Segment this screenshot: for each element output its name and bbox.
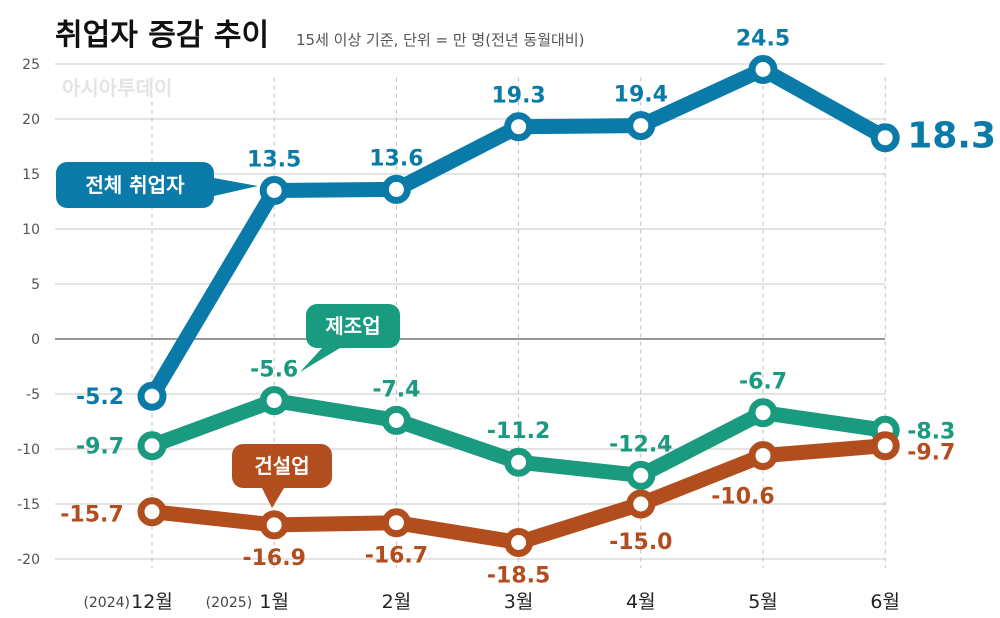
y-tick-label: 5: [31, 277, 40, 293]
data-point-total: [259, 176, 289, 205]
x-tick-year-prefix: (2024): [83, 595, 130, 611]
y-tick-label: -5: [26, 387, 40, 403]
y-tick-label: 25: [22, 57, 40, 73]
data-point-total: [626, 111, 656, 141]
data-point-total: [504, 112, 534, 142]
data-label-construction: -9.7: [907, 441, 955, 466]
data-point-manufacturing: [137, 431, 167, 461]
data-label-manufacturing: -6.7: [739, 370, 787, 395]
data-point-manufacturing: [504, 447, 534, 477]
data-label-total: 24.5: [736, 27, 790, 52]
data-point-total: [381, 174, 411, 204]
data-point-manufacturing: [259, 386, 289, 416]
data-point-manufacturing: [626, 460, 656, 490]
data-label-manufacturing: -5.6: [250, 358, 298, 383]
x-tick-label: 1월: [259, 591, 289, 613]
data-point-total: [748, 55, 778, 84]
data-label-total: -5.2: [76, 385, 124, 410]
callout-box-manufacturing: [306, 304, 400, 348]
data-label-manufacturing: -9.7: [76, 435, 124, 460]
data-label-total: 13.5: [247, 148, 301, 173]
y-tick-label: -10: [17, 442, 40, 458]
callout-box-total: [56, 162, 214, 208]
watermark-text: 아시아투데이: [62, 76, 172, 100]
data-point-total: [870, 123, 900, 153]
callout-pointer-manufacturing: [300, 348, 340, 372]
series-name-total: 전체 취업자: [86, 173, 186, 197]
y-tick-label: 10: [22, 222, 40, 238]
data-point-construction: [870, 431, 900, 461]
callout-pointer-construction: [262, 488, 284, 508]
series-layer: [137, 55, 900, 557]
callout-box-construction: [232, 444, 332, 488]
data-label-total: 13.6: [369, 146, 423, 171]
y-tick-label: 15: [22, 167, 40, 183]
data-label-construction: -16.7: [365, 544, 428, 569]
callout-pointer-total: [214, 178, 258, 196]
axis-layer: 25 20 15 10 5 0 -5 -10 -15 -20 12월(2024) 1월 (2025) 2월…: [17, 57, 900, 613]
y-tick-label: 0: [31, 332, 40, 348]
data-point-construction: [259, 510, 289, 540]
chart-subtitle: 15세 이상 기준, 단위 = 만 명(전년 동월대비): [296, 31, 585, 49]
data-label-construction: -10.6: [711, 485, 774, 510]
series-name-construction: 건설업: [254, 454, 309, 478]
y-tick-label: 20: [22, 112, 40, 128]
x-tick-label: 2월: [382, 591, 412, 613]
data-point-total: [137, 381, 167, 411]
data-point-manufacturing: [748, 398, 778, 428]
data-label-construction: -15.0: [609, 530, 672, 555]
x-tick-label: 6월: [870, 591, 900, 613]
data-label-manufacturing: -7.4: [372, 377, 420, 402]
x-tick-year-prefix: (2025): [206, 595, 253, 611]
series-name-manufacturing: 제조업: [325, 314, 380, 338]
data-label-construction: -15.7: [60, 503, 123, 528]
data-label-manufacturing: -11.2: [487, 419, 550, 444]
data-point-construction: [748, 441, 778, 471]
data-label-total: 19.4: [614, 83, 668, 108]
data-label-total: 18.3: [907, 116, 996, 157]
x-tick-label: 12월: [131, 591, 173, 613]
data-label-construction: -18.5: [487, 564, 550, 589]
y-tick-label: -15: [17, 497, 40, 513]
y-tick-label: -20: [17, 552, 40, 568]
data-point-manufacturing: [381, 405, 411, 435]
data-label-manufacturing: -8.3: [907, 419, 955, 444]
x-tick-label: 3월: [504, 591, 534, 613]
data-label-layer: -5.2 13.5 13.6 19.3 19.4 24.5 18.3 -9.7 -5.6 -7.4…: [60, 27, 996, 589]
data-point-construction: [626, 489, 656, 519]
x-tick-label: 5월: [748, 591, 778, 613]
x-tick-label: 4월: [626, 591, 656, 613]
data-point-construction: [504, 528, 534, 557]
data-label-construction: -16.9: [242, 546, 305, 571]
data-point-construction: [137, 497, 167, 527]
data-point-construction: [381, 508, 411, 538]
data-label-total: 19.3: [491, 84, 545, 109]
data-label-manufacturing: -12.4: [609, 432, 672, 457]
chart-title: 취업자 증감 추이: [55, 18, 269, 53]
